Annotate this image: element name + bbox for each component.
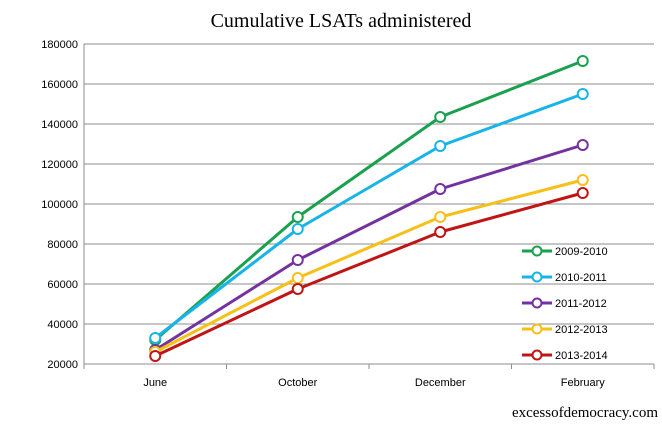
series-line [153,59,585,342]
data-point [434,183,447,195]
legend-item: 2009-2010 [522,245,608,258]
x-tick-label: December [415,377,466,389]
data-point [291,254,304,266]
legend-item: 2011-2012 [522,297,607,310]
data-point [291,272,304,284]
legend-item: 2013-2014 [522,349,608,362]
x-tick-label: October [278,377,317,389]
data-point [149,332,162,344]
legend-item: 2010-2011 [522,271,607,284]
series-line [153,143,585,352]
legend-label: 2011-2012 [555,298,607,310]
data-point [434,226,447,238]
legend: 2009-2010 2010-2011 2011-2012 2012-2013 2013… [522,245,608,362]
legend-swatch-marker [531,245,543,257]
data-point [291,223,304,235]
credit-text: excessofdemocracy.com [512,405,658,421]
data-point [576,88,589,100]
y-tick-label: 140000 [41,119,78,131]
series-lines [149,55,589,362]
series-2010-2011 [149,88,589,344]
y-tick-label: 40000 [47,319,78,331]
x-axis-tick-labels: June October December February [143,377,605,389]
y-tick-label: 80000 [47,239,78,251]
legend-label: 2012-2013 [555,324,608,336]
legend-label: 2010-2011 [555,272,607,284]
gridlines [83,43,655,369]
series-line [153,178,585,354]
y-tick-label: 160000 [41,79,78,91]
series-line [153,191,585,358]
y-tick-label: 60000 [47,279,78,291]
legend-label: 2009-2010 [555,246,608,258]
y-axis-tick-labels: 20000 40000 60000 80000 100000 120000 140000 16… [41,39,78,371]
data-point [576,55,589,67]
y-tick-label: 120000 [41,159,78,171]
data-point [434,140,447,152]
series-2013-2014 [149,187,589,362]
chart-title: Cumulative LSATs administered [211,10,472,32]
data-point [434,211,447,223]
y-tick-label: 180000 [41,39,78,51]
data-point [434,111,447,123]
x-tick-label: February [561,377,606,389]
data-point [291,283,304,295]
data-point [576,187,589,199]
data-point [291,211,304,223]
legend-swatch-marker [531,297,543,309]
y-tick-label: 100000 [41,199,78,211]
legend-label: 2013-2014 [555,350,608,362]
legend-swatch-marker [531,271,543,283]
legend-item: 2012-2013 [522,323,608,336]
data-point [576,174,589,186]
legend-swatch-marker [531,349,543,361]
series-line [153,92,585,340]
x-tick-label: June [143,377,167,389]
legend-swatch-marker [531,323,543,335]
data-point [149,350,162,362]
data-point [576,139,589,151]
y-tick-label: 20000 [47,359,78,371]
